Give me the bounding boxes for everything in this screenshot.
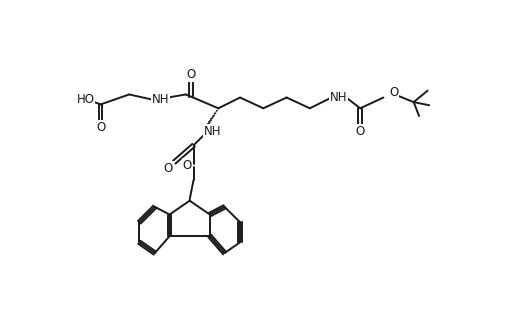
Text: NH: NH (152, 93, 169, 106)
Text: O: O (183, 159, 192, 172)
Text: O: O (187, 68, 196, 81)
Text: O: O (355, 125, 365, 138)
Text: O: O (96, 121, 105, 134)
Text: HO: HO (77, 93, 94, 106)
Text: O: O (163, 162, 172, 175)
Text: NH: NH (330, 91, 347, 104)
Text: NH: NH (204, 125, 222, 138)
Text: O: O (389, 86, 398, 99)
